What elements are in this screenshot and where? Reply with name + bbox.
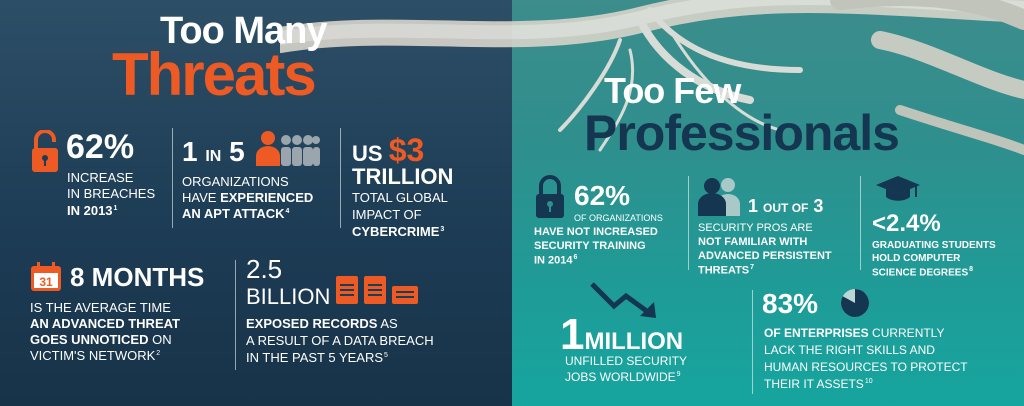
right-title-line1: Too Few xyxy=(604,70,741,111)
stat-8-months-line2: AN ADVANCED THREAT xyxy=(30,316,180,331)
stat-8-months-line3: GOES UNNOTICED ON xyxy=(30,332,172,347)
stat-62-line3: IN 20131 xyxy=(67,203,118,218)
stat-2-4-line1: GRADUATING STUDENTS xyxy=(872,240,996,251)
stat-1-of-3-value: 1 OUT OF 3 xyxy=(748,196,824,216)
stat-1-of-3-line1: SECURITY PROS ARE xyxy=(698,222,813,234)
closed-padlock-icon xyxy=(536,175,564,218)
graduation-cap-icon xyxy=(876,176,920,201)
stat-62-training-value: 62% xyxy=(574,180,631,211)
stat-62-training-line1: HAVE NOT INCREASED xyxy=(534,226,658,238)
people-row-icon xyxy=(256,131,320,166)
stat-62-training-sub: OF ORGANIZATIONS xyxy=(574,213,663,223)
stat-2-5-billion-line2: A RESULT OF A DATA BREACH xyxy=(246,333,434,348)
divider xyxy=(340,128,341,228)
calendar-icon: 31 xyxy=(31,262,61,291)
stat-83-line4: THEIR IT ASSETS10 xyxy=(764,377,873,391)
stat-2-5-billion-line1: EXPOSED RECORDS AS xyxy=(246,316,398,331)
stat-1in5-line3: AN APT ATTACK4 xyxy=(182,206,290,221)
divider xyxy=(752,290,753,394)
stat-2-5-billion-unit: BILLION xyxy=(246,284,331,309)
divider xyxy=(172,128,173,228)
documents-icon xyxy=(336,276,418,304)
stat-62-training-line2: SECURITY TRAINING xyxy=(534,240,646,252)
stat-1-million-line2: JOBS WORLDWIDE9 xyxy=(565,370,681,384)
stat-8-months-value: 8 MONTHS xyxy=(70,262,205,292)
stat-3-trillion-value: US $3 xyxy=(352,132,425,168)
frayed-rope-illustration xyxy=(280,0,1024,155)
stat-2-4-line2: HOLD COMPUTER xyxy=(872,253,961,264)
stat-3-trillion-unit: TRILLION xyxy=(352,164,454,189)
stat-1-million-value: 1MILLION xyxy=(560,310,684,359)
left-title-line1: Too Many xyxy=(160,10,328,52)
stat-83-line3: HUMAN RESOURCES TO PROTECT xyxy=(764,360,968,374)
divider xyxy=(235,260,236,370)
stat-1in5-line2: HAVE EXPERIENCED xyxy=(182,190,314,205)
pie-chart-icon xyxy=(841,289,870,317)
stat-62-line1: INCREASE xyxy=(67,170,134,185)
stat-3-trillion-line1: TOTAL GLOBAL xyxy=(352,190,448,205)
stat-83-line2: LACK THE RIGHT SKILLS AND xyxy=(764,343,935,357)
stat-1-million-line1: UNFILLED SECURITY xyxy=(565,354,688,368)
stat-62-training-line3: IN 20146 xyxy=(534,254,578,267)
open-padlock-icon xyxy=(32,130,58,172)
stat-2-4-value: <2.4% xyxy=(872,210,941,237)
right-title-line2: Professionals xyxy=(584,105,900,161)
stat-8-months-line4: VICTIM'S NETWORK2 xyxy=(30,348,161,363)
people-pair-icon xyxy=(698,178,740,216)
divider xyxy=(860,176,861,270)
stat-1in5-value: 1 IN 5 xyxy=(182,136,245,167)
left-title-line2: Threats xyxy=(112,41,317,108)
stat-1-of-3-line4: THREATS7 xyxy=(698,264,755,277)
stat-62-line2: IN BREACHES xyxy=(67,186,156,201)
stat-1-of-3-line3: ADVANCED PERSISTENT xyxy=(698,250,832,262)
stat-83-value: 83% xyxy=(762,288,819,319)
stat-62-breaches-value: 62% xyxy=(66,128,135,166)
stat-3-trillion-line2: IMPACT OF xyxy=(352,207,422,222)
stat-1-of-3-line2: NOT FAMILIAR WITH xyxy=(698,236,808,248)
stat-1in5-line1: ORGANIZATIONS xyxy=(182,174,289,189)
stat-3-trillion-line3: CYBERCRIME3 xyxy=(352,224,445,239)
stat-2-4-line3: SCIENCE DEGREES8 xyxy=(872,266,974,279)
stat-8-months-line1: IS THE AVERAGE TIME xyxy=(30,300,171,315)
calendar-day: 31 xyxy=(39,275,53,289)
stat-2-5-billion-value: 2.5 xyxy=(246,254,283,284)
stat-83-line1: OF ENTERPRISES CURRENTLY xyxy=(764,326,945,340)
trend-down-arrow-icon xyxy=(590,282,656,318)
stat-2-5-billion-line3: IN THE PAST 5 YEARS5 xyxy=(246,350,388,365)
divider xyxy=(688,176,689,270)
